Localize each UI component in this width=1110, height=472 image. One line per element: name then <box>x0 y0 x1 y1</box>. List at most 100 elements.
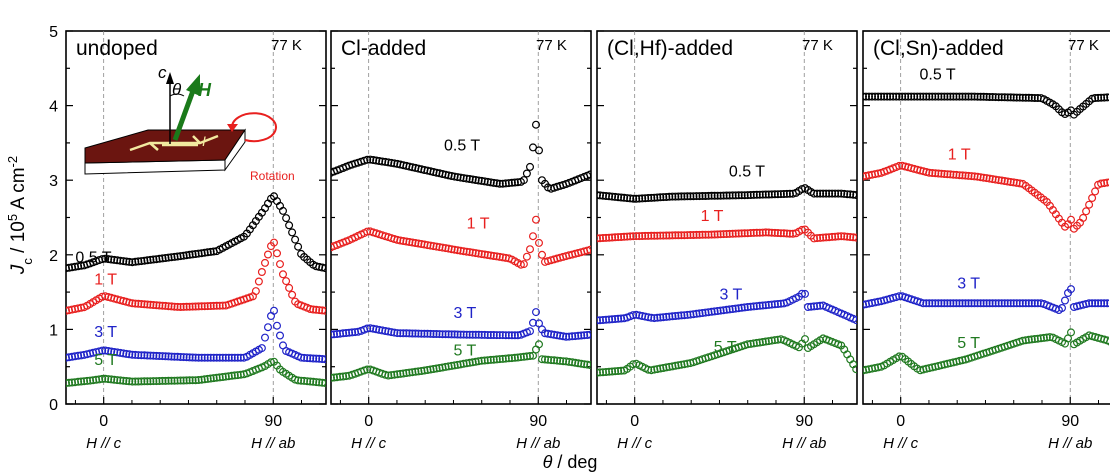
data-point <box>728 229 737 238</box>
data-point <box>668 192 677 201</box>
data-point <box>270 306 279 315</box>
data-point <box>495 252 504 261</box>
data-point <box>958 299 967 308</box>
data-point <box>958 92 967 101</box>
data-point <box>534 340 543 349</box>
data-point <box>146 351 155 360</box>
data-point <box>910 92 919 101</box>
data-point <box>716 230 725 239</box>
data-point <box>381 327 390 336</box>
c-axis-label: c <box>158 63 167 82</box>
data-point <box>809 302 818 311</box>
data-point <box>92 375 101 384</box>
data-point <box>194 376 203 385</box>
data-point <box>822 233 831 242</box>
data-point <box>209 301 218 310</box>
data-point <box>785 189 794 198</box>
data-point <box>519 352 528 361</box>
data-point <box>617 193 626 202</box>
data-point <box>895 161 904 170</box>
data-point <box>116 256 125 265</box>
data-point <box>719 306 728 315</box>
data-point <box>831 232 840 241</box>
data-point <box>689 231 698 240</box>
data-point <box>74 351 83 360</box>
data-point <box>483 251 492 260</box>
data-point <box>668 312 677 321</box>
data-point <box>188 302 197 311</box>
data-point <box>647 313 656 322</box>
data-point <box>955 92 964 101</box>
data-point <box>113 376 122 385</box>
data-point <box>863 171 870 180</box>
data-point <box>143 256 152 265</box>
data-point <box>200 248 209 257</box>
series-5T-markers <box>66 357 326 388</box>
data-point <box>185 250 194 259</box>
data-point <box>671 231 680 240</box>
data-point <box>677 192 686 201</box>
data-point <box>611 192 620 201</box>
data-point <box>1103 299 1109 308</box>
data-point <box>601 233 610 242</box>
data-point <box>828 232 837 241</box>
data-point <box>982 299 991 308</box>
data-point <box>167 376 176 385</box>
data-point <box>644 313 653 322</box>
theta-arc <box>169 93 185 97</box>
data-point <box>134 377 143 386</box>
data-point <box>871 170 880 179</box>
data-point <box>227 371 236 380</box>
data-point <box>695 230 704 239</box>
data-point <box>746 302 755 311</box>
data-point <box>200 302 209 311</box>
data-point <box>483 177 492 186</box>
data-point <box>731 191 740 200</box>
data-point <box>331 330 338 339</box>
data-point <box>677 360 686 369</box>
series-label: 1 T <box>701 208 724 225</box>
data-point <box>949 170 958 179</box>
data-point <box>471 330 480 339</box>
data-point <box>432 364 441 373</box>
data-point <box>1097 299 1106 308</box>
data-point <box>333 373 342 382</box>
data-point <box>991 93 1000 102</box>
data-point <box>605 192 614 201</box>
data-point <box>194 302 203 311</box>
data-point <box>1106 299 1109 308</box>
data-point <box>871 92 880 101</box>
data-point <box>522 352 531 361</box>
series-3T-markers <box>331 308 591 341</box>
data-point <box>152 351 161 360</box>
data-point <box>662 312 671 321</box>
data-point <box>209 353 218 362</box>
data-point <box>665 192 674 201</box>
data-point <box>173 252 182 261</box>
data-point <box>170 252 179 261</box>
data-point <box>825 233 834 242</box>
data-point <box>598 191 607 200</box>
data-point <box>937 299 946 308</box>
data-point <box>465 248 474 257</box>
data-point <box>782 229 791 238</box>
data-point <box>1021 336 1030 345</box>
data-point <box>1097 179 1106 188</box>
data-point <box>601 192 610 201</box>
data-point <box>925 299 934 308</box>
data-point <box>586 245 591 254</box>
data-point <box>550 330 559 339</box>
data-point <box>659 364 668 373</box>
data-point <box>671 361 680 370</box>
sample-schematic-inset: c θ H I Rotation <box>84 63 295 183</box>
data-point <box>644 365 653 374</box>
data-point <box>179 251 188 260</box>
data-point <box>161 301 170 310</box>
data-point <box>492 331 501 340</box>
data-point <box>659 193 668 202</box>
data-point <box>140 256 149 265</box>
data-point <box>1100 299 1109 308</box>
data-point <box>387 328 396 337</box>
data-point <box>209 374 218 383</box>
data-point <box>713 230 722 239</box>
